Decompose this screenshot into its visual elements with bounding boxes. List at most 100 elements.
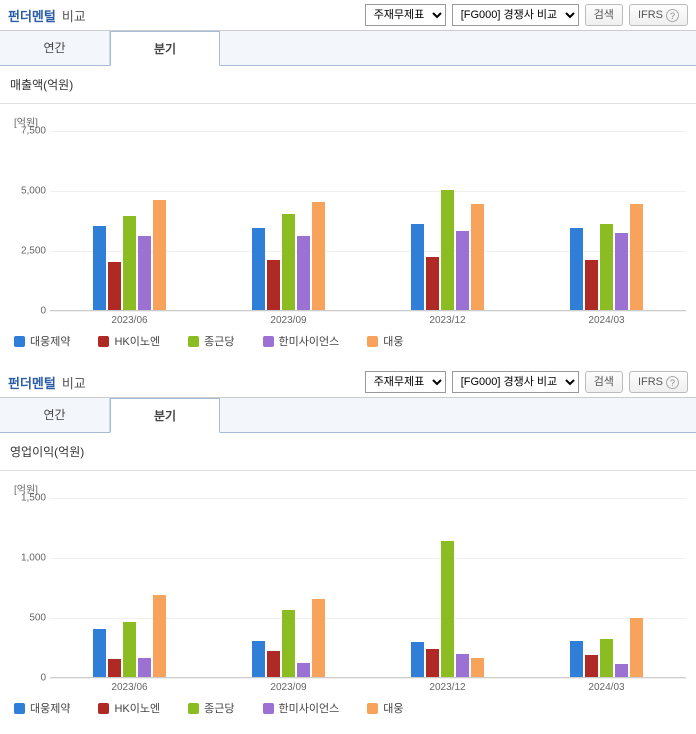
bar	[426, 257, 439, 310]
title-main: 펀더멘털	[8, 373, 56, 392]
legend-label: 종근당	[204, 333, 234, 349]
bar	[138, 236, 151, 310]
legend-swatch	[367, 703, 378, 714]
bar	[600, 224, 613, 310]
bar	[441, 541, 454, 677]
bar	[267, 260, 280, 310]
select-statement[interactable]: 주재무제표	[365, 371, 446, 393]
y-tick: 0	[10, 306, 46, 317]
tab-annual[interactable]: 연간	[0, 31, 110, 65]
bar	[252, 228, 265, 310]
tab-quarter[interactable]: 분기	[110, 31, 220, 66]
legend-swatch	[263, 703, 274, 714]
bar	[282, 610, 295, 677]
tab-quarter[interactable]: 분기	[110, 398, 220, 433]
legend-label: HK이노엔	[114, 700, 160, 716]
bar	[570, 228, 583, 310]
bar	[471, 658, 484, 677]
bar	[471, 204, 484, 310]
chart-title: 매출액(억원)	[0, 66, 696, 104]
bar	[138, 658, 151, 677]
y-tick: 7,500	[10, 126, 46, 137]
legend-item: 대웅제약	[14, 700, 70, 716]
tab-annual[interactable]: 연간	[0, 398, 110, 432]
bar	[456, 231, 469, 310]
legend-label: 종근당	[204, 700, 234, 716]
search-button[interactable]: 검색	[585, 371, 623, 393]
x-tick: 2023/06	[111, 315, 147, 326]
bar	[630, 204, 643, 310]
select-compare[interactable]: [FG000] 경쟁사 비교	[452, 4, 579, 26]
bar	[93, 629, 106, 677]
legend-swatch	[188, 336, 199, 347]
y-tick: 5,000	[10, 186, 46, 197]
bar	[441, 190, 454, 310]
legend-item: 대웅제약	[14, 333, 70, 349]
title-sub: 비교	[62, 6, 86, 25]
bar	[153, 595, 166, 677]
legend-item: 한미사이언스	[263, 333, 340, 349]
bar	[411, 642, 424, 677]
bar	[267, 651, 280, 677]
legend-swatch	[98, 336, 109, 347]
legend-item: 한미사이언스	[263, 700, 340, 716]
x-tick: 2023/12	[429, 315, 465, 326]
legend-swatch	[14, 336, 25, 347]
legend-item: HK이노엔	[98, 333, 160, 349]
x-tick: 2023/09	[270, 315, 306, 326]
bar	[570, 641, 583, 677]
legend-item: 대웅	[367, 333, 403, 349]
bar	[297, 236, 310, 310]
bar	[123, 216, 136, 310]
title-sub: 비교	[62, 373, 86, 392]
bar	[585, 655, 598, 677]
legend-swatch	[14, 703, 25, 714]
bar	[153, 200, 166, 310]
bar	[282, 214, 295, 310]
bar	[411, 224, 424, 310]
bar	[312, 202, 325, 310]
legend-swatch	[367, 336, 378, 347]
legend-label: HK이노엔	[114, 333, 160, 349]
y-tick: 1,500	[10, 493, 46, 504]
bar	[615, 664, 628, 677]
legend-label: 한미사이언스	[279, 333, 340, 349]
ifrs-button[interactable]: IFRS ?	[629, 4, 688, 26]
bar	[615, 233, 628, 310]
legend-label: 대웅제약	[30, 700, 70, 716]
chart-plot: 02,5005,0007,5002023/062023/092023/12202…	[50, 131, 686, 311]
search-button[interactable]: 검색	[585, 4, 623, 26]
legend-label: 한미사이언스	[279, 700, 340, 716]
legend-label: 대웅	[383, 333, 403, 349]
bar	[456, 654, 469, 677]
legend-item: 종근당	[188, 333, 234, 349]
bar	[630, 618, 643, 677]
ifrs-button[interactable]: IFRS ?	[629, 371, 688, 393]
legend-item: 종근당	[188, 700, 234, 716]
y-tick: 500	[10, 613, 46, 624]
chart-title: 영업이익(억원)	[0, 433, 696, 471]
legend-swatch	[98, 703, 109, 714]
legend-swatch	[263, 336, 274, 347]
bar	[600, 639, 613, 677]
bar	[585, 260, 598, 310]
y-unit: [억원]	[14, 481, 686, 496]
chart-plot: 05001,0001,5002023/062023/092023/122024/…	[50, 498, 686, 678]
legend-swatch	[188, 703, 199, 714]
bar	[93, 226, 106, 310]
select-statement[interactable]: 주재무제표	[365, 4, 446, 26]
help-icon: ?	[666, 9, 679, 22]
title-main: 펀더멘털	[8, 6, 56, 25]
y-unit: [억원]	[14, 114, 686, 129]
y-tick: 1,000	[10, 553, 46, 564]
bar	[297, 663, 310, 677]
bar	[312, 599, 325, 677]
legend-item: 대웅	[367, 700, 403, 716]
legend-item: HK이노엔	[98, 700, 160, 716]
select-compare[interactable]: [FG000] 경쟁사 비교	[452, 371, 579, 393]
bar	[108, 659, 121, 677]
bar	[252, 641, 265, 677]
bar	[426, 649, 439, 677]
x-tick: 2024/03	[588, 315, 624, 326]
bar	[123, 622, 136, 677]
